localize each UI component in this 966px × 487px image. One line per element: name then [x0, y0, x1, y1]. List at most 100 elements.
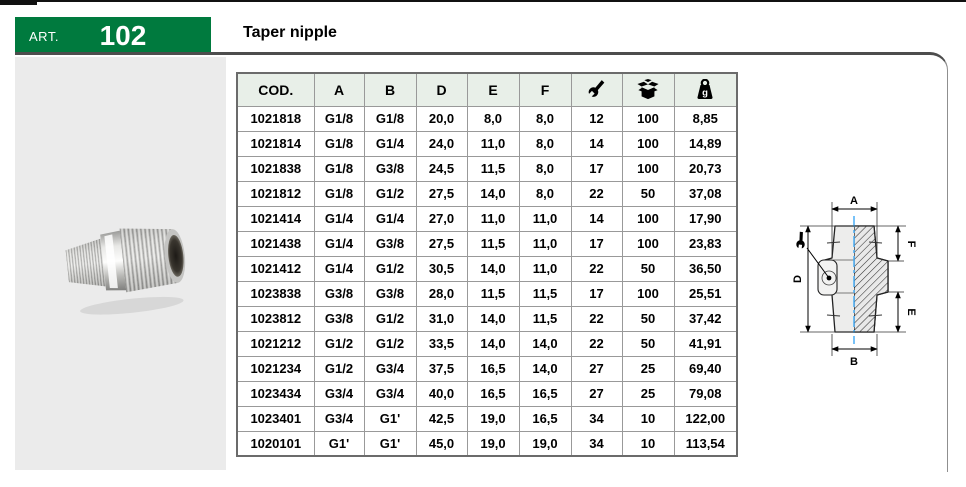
value-cell: 8,0: [518, 180, 572, 207]
page-title: Taper nipple: [243, 24, 337, 41]
value-cell: 14,0: [466, 305, 520, 332]
value-cell: 100: [621, 205, 675, 232]
value-cell: 37,42: [673, 305, 738, 332]
value-cell: 41,91: [673, 330, 738, 357]
product-photo-panel: [15, 57, 226, 470]
value-cell: G1/4: [313, 205, 365, 232]
value-cell: G1/8: [313, 105, 365, 132]
value-cell: 37,5: [415, 355, 468, 382]
value-cell: 11,0: [518, 230, 572, 257]
value-cell: 34: [570, 430, 623, 457]
value-cell: 14,0: [518, 330, 572, 357]
value-cell: 113,54: [673, 430, 738, 457]
cod-cell: 1021414: [236, 205, 315, 232]
col-header-wrench: [570, 72, 623, 107]
value-cell: 31,0: [415, 305, 468, 332]
value-cell: 14,0: [466, 180, 520, 207]
value-cell: G1': [363, 430, 417, 457]
cod-cell: 1021412: [236, 255, 315, 282]
value-cell: 12: [570, 105, 623, 132]
article-number: 102: [99, 20, 147, 51]
value-cell: 14,0: [466, 330, 520, 357]
col-header-cod: COD.: [236, 72, 315, 107]
value-cell: 24,0: [415, 130, 468, 157]
value-cell: G3/8: [363, 280, 417, 307]
value-cell: G3/8: [363, 155, 417, 182]
value-cell: 14: [570, 205, 623, 232]
value-cell: G1/4: [313, 230, 365, 257]
value-cell: G1': [313, 430, 365, 457]
cod-cell: 1021818: [236, 105, 315, 132]
value-cell: 8,0: [518, 130, 572, 157]
value-cell: G1': [363, 405, 417, 432]
value-cell: G1/4: [363, 130, 417, 157]
value-cell: 14,0: [466, 255, 520, 282]
value-cell: G1/4: [363, 205, 417, 232]
value-cell: G3/8: [313, 280, 365, 307]
value-cell: 30,5: [415, 255, 468, 282]
cod-cell: 1021438: [236, 230, 315, 257]
cod-cell: 1021814: [236, 130, 315, 157]
weight-icon-letter: g: [702, 87, 708, 98]
col-header-e: E: [466, 72, 520, 107]
value-cell: 11,5: [466, 280, 520, 307]
value-cell: 40,0: [415, 380, 468, 407]
table-row: 1021838 G1/8 G3/8 24,5 11,5 8,0 17 100 20,73: [236, 155, 738, 182]
value-cell: 100: [621, 155, 675, 182]
value-cell: G3/4: [363, 355, 417, 382]
value-cell: G1/8: [313, 155, 365, 182]
value-cell: 25: [621, 355, 675, 382]
value-cell: 19,0: [518, 430, 572, 457]
value-cell: 27,5: [415, 230, 468, 257]
value-cell: G3/4: [313, 380, 365, 407]
value-cell: 11,0: [466, 205, 520, 232]
table-row: 1023812 G3/8 G1/2 31,0 14,0 11,5 22 50 37,42: [236, 305, 738, 332]
value-cell: G1/2: [363, 305, 417, 332]
value-cell: G1/2: [363, 180, 417, 207]
table-row: 1021212 G1/2 G1/2 33,5 14,0 14,0 22 50 41,91: [236, 330, 738, 357]
value-cell: 100: [621, 130, 675, 157]
value-cell: 50: [621, 180, 675, 207]
value-cell: 11,0: [518, 205, 572, 232]
value-cell: 17: [570, 230, 623, 257]
col-header-b: B: [363, 72, 417, 107]
value-cell: 34: [570, 405, 623, 432]
value-cell: G1/8: [313, 130, 365, 157]
table-row: 1021814 G1/8 G1/4 24,0 11,0 8,0 14 100 14,89: [236, 130, 738, 157]
value-cell: 22: [570, 255, 623, 282]
table-header-row: COD. A B D E F: [236, 72, 738, 107]
dim-label-f: F: [905, 241, 917, 248]
cod-cell: 1021234: [236, 355, 315, 382]
value-cell: 23,83: [673, 230, 738, 257]
value-cell: 50: [621, 305, 675, 332]
value-cell: 100: [621, 105, 675, 132]
weight-icon: g: [697, 78, 713, 99]
value-cell: G1/2: [363, 255, 417, 282]
value-cell: 16,5: [466, 380, 520, 407]
value-cell: 8,0: [466, 105, 520, 132]
value-cell: 14,89: [673, 130, 738, 157]
table-row: 1021234 G1/2 G3/4 37,5 16,5 14,0 27 25 69,40: [236, 355, 738, 382]
table-row: 1021414 G1/4 G1/4 27,0 11,0 11,0 14 100 17,90: [236, 205, 738, 232]
cod-cell: 1021812: [236, 180, 315, 207]
value-cell: 22: [570, 330, 623, 357]
value-cell: 50: [621, 330, 675, 357]
value-cell: 11,0: [466, 130, 520, 157]
value-cell: G1/2: [313, 355, 365, 382]
value-cell: 11,5: [466, 155, 520, 182]
value-cell: G3/8: [363, 230, 417, 257]
wrench-callout-icon: [796, 231, 805, 249]
table-row: 1020101 G1' G1' 45,0 19,0 19,0 34 10 113,54: [236, 430, 738, 457]
value-cell: 20,0: [415, 105, 468, 132]
value-cell: 11,5: [518, 305, 572, 332]
value-cell: 79,08: [673, 380, 738, 407]
value-cell: 11,5: [466, 230, 520, 257]
product-photo: [51, 193, 203, 327]
value-cell: 37,08: [673, 180, 738, 207]
value-cell: 42,5: [415, 405, 468, 432]
value-cell: 8,0: [518, 155, 572, 182]
col-header-d: D: [415, 72, 468, 107]
table-row: 1021438 G1/4 G3/8 27,5 11,5 11,0 17 100 23,83: [236, 230, 738, 257]
top-edge-bar: [0, 0, 37, 5]
